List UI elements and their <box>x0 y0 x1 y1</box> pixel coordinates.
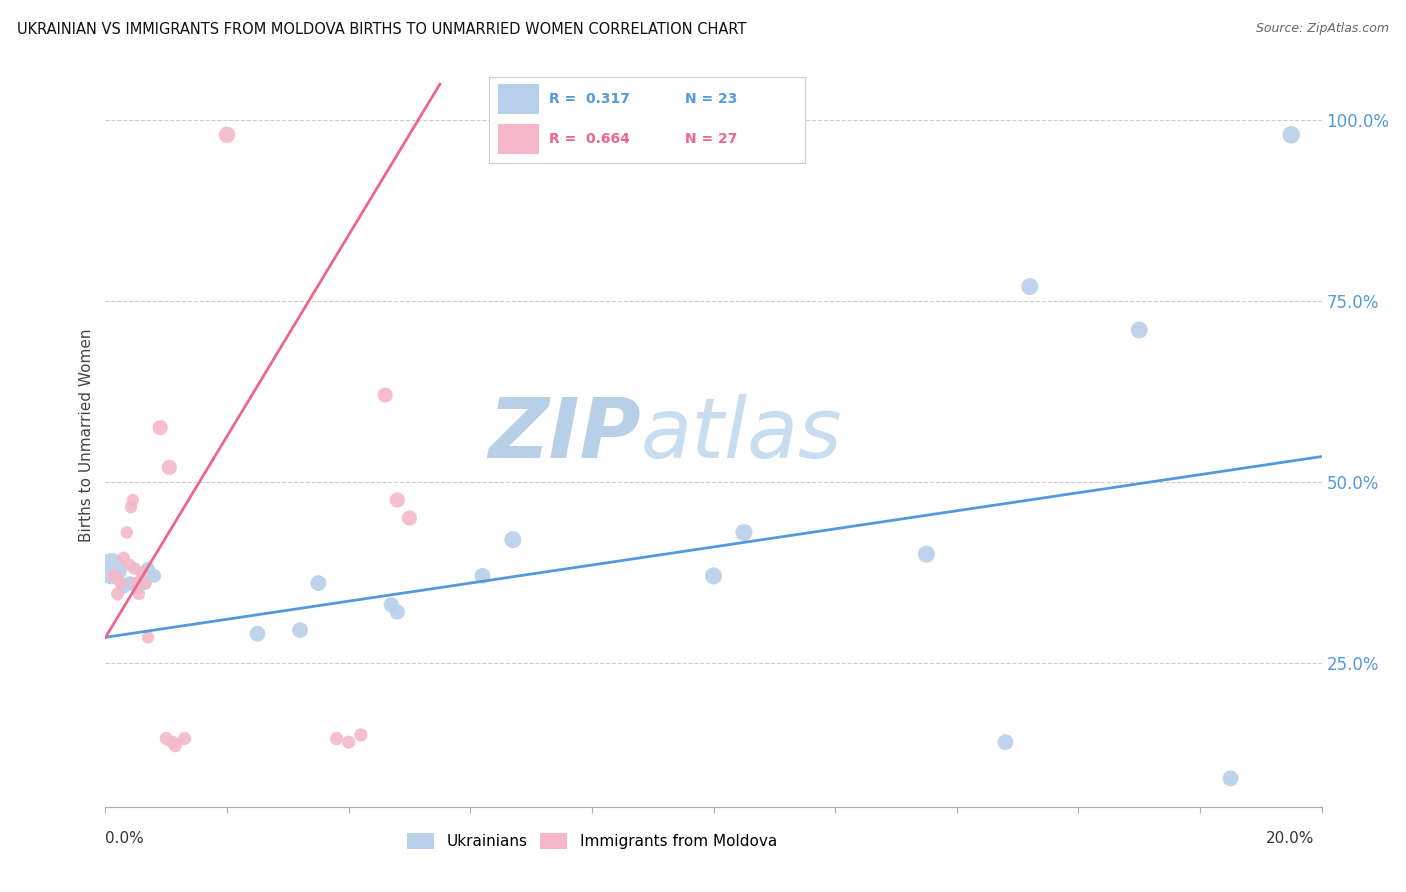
Point <box>994 735 1017 749</box>
Point <box>125 580 148 594</box>
Point <box>165 739 187 753</box>
Point <box>702 569 725 583</box>
Text: ZIP: ZIP <box>488 394 641 475</box>
Point <box>471 569 494 583</box>
Point <box>217 128 239 142</box>
Point <box>143 569 166 583</box>
Point <box>128 587 150 601</box>
Point <box>387 492 409 507</box>
Text: Source: ZipAtlas.com: Source: ZipAtlas.com <box>1256 22 1389 36</box>
Point <box>107 587 129 601</box>
Point <box>374 388 396 402</box>
Point <box>134 576 156 591</box>
Point <box>120 500 142 515</box>
Point <box>155 731 177 746</box>
Point <box>112 580 135 594</box>
Point <box>118 558 141 572</box>
Text: 20.0%: 20.0% <box>1267 831 1315 846</box>
Point <box>173 731 195 746</box>
Point <box>136 630 159 644</box>
Point <box>134 576 156 591</box>
Point <box>288 623 311 637</box>
Point <box>131 573 153 587</box>
Point <box>131 566 153 580</box>
Legend: Ukrainians, Immigrants from Moldova: Ukrainians, Immigrants from Moldova <box>401 827 783 855</box>
Point <box>350 728 373 742</box>
Point <box>1279 128 1302 142</box>
Point <box>1128 323 1150 337</box>
Point <box>1219 772 1241 786</box>
Point <box>100 561 122 575</box>
Text: UKRAINIAN VS IMMIGRANTS FROM MOLDOVA BIRTHS TO UNMARRIED WOMEN CORRELATION CHART: UKRAINIAN VS IMMIGRANTS FROM MOLDOVA BIR… <box>17 22 747 37</box>
Point <box>380 598 402 612</box>
Point <box>103 569 125 583</box>
Point <box>398 511 420 525</box>
Y-axis label: Births to Unmarried Women: Births to Unmarried Women <box>79 328 94 541</box>
Point <box>115 525 138 540</box>
Point <box>112 550 135 565</box>
Text: 0.0%: 0.0% <box>105 831 145 846</box>
Point <box>118 576 141 591</box>
Point <box>1018 279 1040 293</box>
Point <box>387 605 409 619</box>
Point <box>307 576 329 591</box>
Point <box>149 420 172 434</box>
Point <box>915 547 938 561</box>
Point <box>337 735 360 749</box>
Point <box>125 576 148 591</box>
Point <box>136 561 159 575</box>
Point <box>124 561 146 575</box>
Point <box>121 492 143 507</box>
Point <box>110 576 132 591</box>
Point <box>733 525 755 540</box>
Point <box>162 735 184 749</box>
Point <box>246 626 269 640</box>
Point <box>157 460 180 475</box>
Point <box>502 533 524 547</box>
Text: atlas: atlas <box>641 394 842 475</box>
Point <box>325 731 347 746</box>
